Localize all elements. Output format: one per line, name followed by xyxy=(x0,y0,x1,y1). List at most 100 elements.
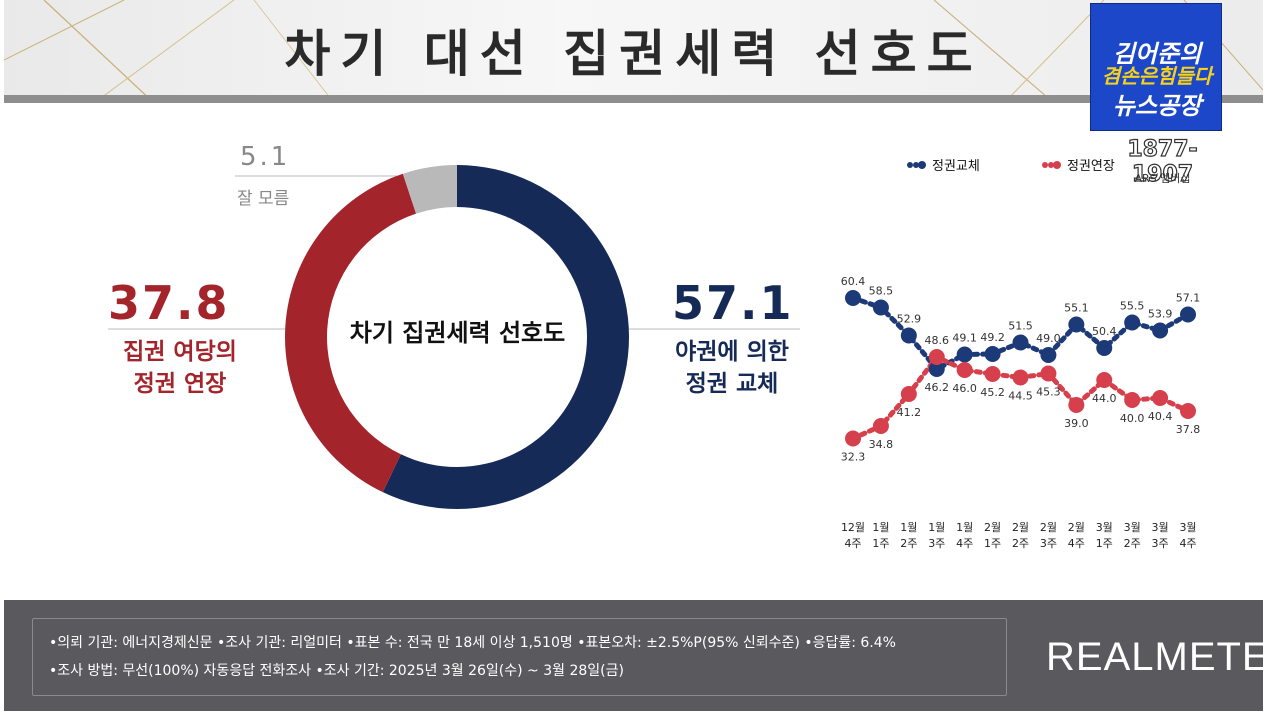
data-label-extension: 48.6 xyxy=(925,334,950,347)
point-extension xyxy=(928,349,945,365)
survey-info-box: •의뢰 기관: 에너지경제신문 •조사 기관: 리얼미터 •표본 수: 전국 만… xyxy=(32,618,1007,696)
phone-number: 1877-1907 xyxy=(1127,136,1199,187)
x-tick-month: 1월 xyxy=(928,521,945,534)
survey-info-line2: •조사 방법: 무선(100%) 자동응답 전화조사 •조사 기간: 2025년… xyxy=(49,663,624,679)
point-change xyxy=(1124,314,1141,331)
x-tick-month: 12월 xyxy=(841,521,865,534)
data-label-change: 51.5 xyxy=(1008,320,1033,333)
data-label-extension: 32.3 xyxy=(841,451,866,464)
x-tick-week: 1주 xyxy=(1096,537,1113,550)
point-extension xyxy=(1124,392,1141,408)
data-label-extension: 34.8 xyxy=(869,438,894,451)
x-tick-month: 1월 xyxy=(872,521,889,534)
point-extension xyxy=(900,386,917,402)
realmeter-logo: REALMETER xyxy=(1046,635,1267,679)
legend-item-extension: 정권연장 xyxy=(1042,159,1115,174)
data-label-change: 60.4 xyxy=(841,275,866,288)
point-extension xyxy=(1096,372,1113,388)
data-label-change: 50.4 xyxy=(1092,325,1117,338)
unknown-label: 잘 모름 xyxy=(237,189,290,209)
x-tick-month: 3월 xyxy=(1179,521,1196,534)
point-change xyxy=(1152,322,1169,339)
extension-value: 37.8 xyxy=(108,276,230,330)
unknown-value: 5.1 xyxy=(240,142,291,172)
data-label-extension: 44.5 xyxy=(1008,390,1033,403)
point-change xyxy=(1180,306,1196,323)
phone-subtitle: ARS 멤버십 xyxy=(1134,172,1191,185)
logo-text-1: 김어준의 xyxy=(1112,40,1202,68)
data-label-change: 55.5 xyxy=(1120,300,1145,313)
point-change xyxy=(1068,316,1085,333)
donut-chart xyxy=(108,165,800,509)
point-change xyxy=(956,346,973,363)
x-tick-week: 2주 xyxy=(900,537,917,550)
extension-label-line1: 집권 여당의 xyxy=(123,339,237,365)
point-extension xyxy=(1180,403,1196,419)
x-tick-week: 3주 xyxy=(1040,537,1057,550)
x-tick-week: 1주 xyxy=(984,537,1001,550)
data-label-extension: 39.0 xyxy=(1064,417,1089,430)
point-extension xyxy=(1012,369,1029,386)
header-divider xyxy=(4,95,1263,103)
logo-text-2: 겸손은힘들다 xyxy=(1101,64,1213,88)
x-tick-week: 4주 xyxy=(1068,537,1085,550)
extension-label-line2: 정권 연장 xyxy=(133,371,227,397)
point-change xyxy=(845,290,861,306)
data-label-extension: 40.0 xyxy=(1120,412,1145,425)
point-extension xyxy=(1068,397,1085,413)
x-tick-month: 2월 xyxy=(1068,521,1085,534)
x-tick-month: 2월 xyxy=(1040,521,1057,534)
donut-slice-change xyxy=(382,165,629,509)
extension-label: 집권 여당의 정권 연장 xyxy=(100,336,260,400)
legend-label: 정권연장 xyxy=(1067,159,1115,174)
data-label-extension: 45.3 xyxy=(1036,386,1061,399)
x-tick-week: 2주 xyxy=(1012,537,1029,550)
legend-marker xyxy=(918,161,926,169)
legend-item-change: 정권교체 xyxy=(907,159,980,174)
donut-slice-extension xyxy=(284,173,417,493)
data-label-extension: 44.0 xyxy=(1092,392,1117,405)
x-tick-month: 3월 xyxy=(1124,521,1141,534)
x-tick-week: 3주 xyxy=(928,537,945,550)
page-title: 차기 대선 집권세력 선호도 xyxy=(284,25,983,83)
footer: •의뢰 기관: 에너지경제신문 •조사 기관: 리얼미터 •표본 수: 전국 만… xyxy=(4,600,1267,711)
survey-info-line1: •의뢰 기관: 에너지경제신문 •조사 기관: 리얼미터 •표본 수: 전국 만… xyxy=(49,635,896,651)
data-label-change: 46.2 xyxy=(925,381,950,394)
legend-marker xyxy=(1048,162,1054,168)
change-label: 야권에 의한 정권 교체 xyxy=(662,336,802,400)
data-label-change: 49.0 xyxy=(1036,332,1061,345)
point-extension xyxy=(956,362,973,378)
x-tick-month: 2월 xyxy=(984,521,1001,534)
data-label-extension: 46.0 xyxy=(952,382,977,395)
point-change xyxy=(984,346,1001,362)
point-extension xyxy=(872,418,889,434)
data-label-extension: 40.4 xyxy=(1148,410,1173,423)
legend-marker xyxy=(1053,161,1061,169)
x-tick-week: 2주 xyxy=(1124,537,1141,550)
logo-text-3: 뉴스공장 xyxy=(1112,92,1202,120)
data-label-change: 55.1 xyxy=(1064,302,1089,315)
data-label-extension: 37.8 xyxy=(1176,423,1201,436)
point-change xyxy=(1012,334,1029,351)
data-label-extension: 41.2 xyxy=(897,406,922,419)
point-change xyxy=(1096,340,1113,356)
x-tick-month: 1월 xyxy=(956,521,973,534)
donut-center-title: 차기 집권세력 선호도 xyxy=(349,319,566,347)
legend-marker xyxy=(1042,162,1048,168)
donut-slice-unknown xyxy=(402,165,457,214)
point-extension xyxy=(1040,365,1057,382)
header-banner xyxy=(4,0,1263,103)
data-label-change: 57.1 xyxy=(1176,292,1201,305)
x-tick-week: 4주 xyxy=(844,537,861,550)
x-tick-week: 4주 xyxy=(1179,537,1196,550)
change-label-line1: 야권에 의한 xyxy=(675,339,789,365)
